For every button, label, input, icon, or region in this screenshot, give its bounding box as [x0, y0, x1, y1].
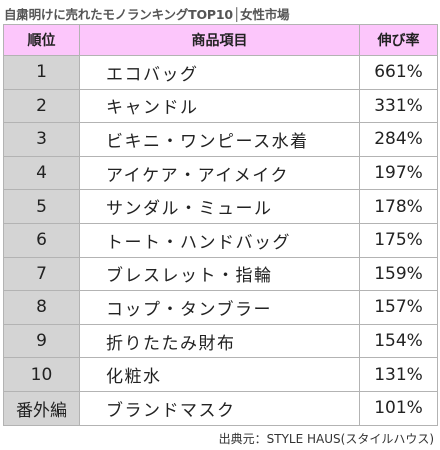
- rate-cell: 101%: [359, 390, 438, 426]
- table-header-row: 順位 商品項目 伸び率: [3, 24, 438, 56]
- rate-cell: 154%: [359, 323, 438, 359]
- item-cell: トート・ハンドバッグ: [79, 222, 360, 258]
- rate-cell: 661%: [359, 55, 438, 90]
- item-cell: キャンドル: [79, 88, 360, 124]
- rate-cell: 131%: [359, 357, 438, 392]
- rank-cell: 4: [3, 155, 80, 191]
- rank-cell: 9: [3, 323, 80, 359]
- rank-cell: 1: [3, 55, 80, 90]
- rate-cell: 175%: [359, 222, 438, 258]
- table-row: 7 ブレスレット・指輪 159%: [3, 256, 438, 292]
- page-title: 自粛明けに売れたモノランキングTOP10│女性市場: [4, 7, 290, 22]
- rate-cell: 284%: [359, 122, 438, 157]
- header-rate: 伸び率: [359, 24, 438, 56]
- table-row: 2 キャンドル 331%: [3, 88, 438, 124]
- rank-cell: 2: [3, 88, 80, 124]
- item-cell: 化粧水: [79, 357, 360, 392]
- rate-cell: 197%: [359, 155, 438, 191]
- rank-cell: 8: [3, 290, 80, 325]
- item-cell: コップ・タンブラー: [79, 290, 360, 325]
- rate-cell: 178%: [359, 189, 438, 224]
- rank-cell: 番外編: [3, 390, 80, 426]
- table-row: 番外編 ブランドマスク 101%: [3, 390, 438, 426]
- table-row: 8 コップ・タンブラー 157%: [3, 290, 438, 325]
- table-row: 1 エコバッグ 661%: [3, 55, 438, 90]
- table-row: 9 折りたたみ財布 154%: [3, 323, 438, 359]
- item-cell: ビキニ・ワンピース水着: [79, 122, 360, 157]
- rank-cell: 5: [3, 189, 80, 224]
- rank-cell: 10: [3, 357, 80, 392]
- table-row: 10 化粧水 131%: [3, 357, 438, 392]
- table-row: 5 サンダル・ミュール 178%: [3, 189, 438, 224]
- rank-cell: 6: [3, 222, 80, 258]
- rate-cell: 157%: [359, 290, 438, 325]
- item-cell: ブレスレット・指輪: [79, 256, 360, 292]
- item-cell: サンダル・ミュール: [79, 189, 360, 224]
- table-row: 4 アイケア・アイメイク 197%: [3, 155, 438, 191]
- table-row: 6 トート・ハンドバッグ 175%: [3, 222, 438, 258]
- rate-cell: 331%: [359, 88, 438, 124]
- item-cell: エコバッグ: [79, 55, 360, 90]
- rank-cell: 3: [3, 122, 80, 157]
- rate-cell: 159%: [359, 256, 438, 292]
- header-item: 商品項目: [79, 24, 360, 56]
- item-cell: 折りたたみ財布: [79, 323, 360, 359]
- ranking-table: 順位 商品項目 伸び率 1 エコバッグ 661% 2 キャンドル 331% 3 …: [3, 24, 438, 426]
- item-cell: アイケア・アイメイク: [79, 155, 360, 191]
- item-cell: ブランドマスク: [79, 390, 360, 426]
- rank-cell: 7: [3, 256, 80, 292]
- source-credit: 出典元：STYLE HAUS(スタイルハウス): [218, 432, 434, 446]
- header-rank: 順位: [3, 24, 80, 56]
- table-row: 3 ビキニ・ワンピース水着 284%: [3, 122, 438, 157]
